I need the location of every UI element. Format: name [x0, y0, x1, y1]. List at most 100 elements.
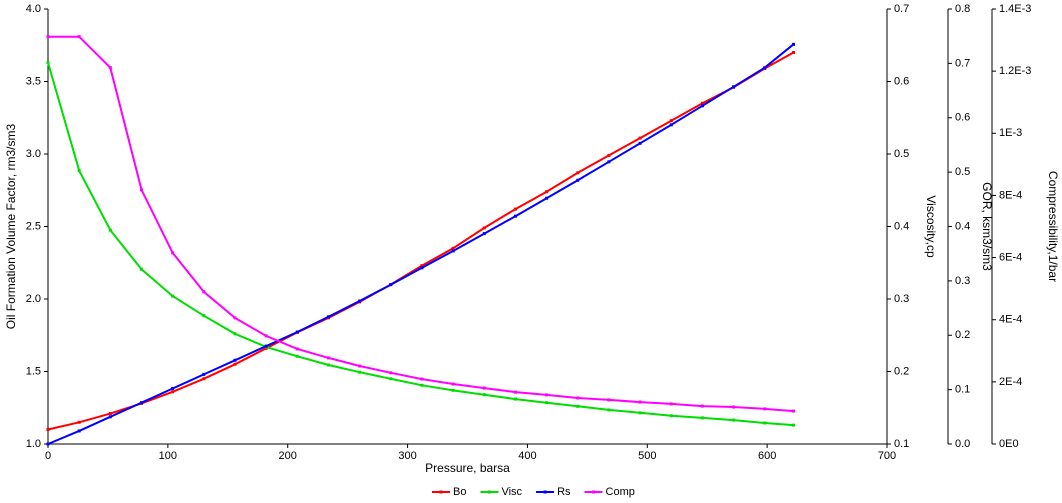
marker: [233, 358, 237, 362]
marker: [326, 363, 330, 367]
y-tick-label: 4.0: [26, 3, 41, 15]
x-tick-label: 0: [45, 450, 51, 462]
legend-marker: [439, 490, 443, 494]
marker: [389, 283, 393, 287]
marker: [108, 228, 112, 232]
y2-tick-label: 0.6: [894, 75, 909, 87]
marker: [700, 416, 704, 420]
y-tick-label: 3.0: [26, 148, 41, 160]
y3-tick-label: 0.8: [955, 3, 970, 15]
marker: [139, 188, 143, 192]
y-tick-label: 2.5: [26, 220, 41, 232]
x-tick-label: 200: [279, 450, 297, 462]
marker: [607, 398, 611, 402]
marker: [326, 315, 330, 319]
marker: [792, 51, 796, 54]
y4-axis-title: Compressibility,1/bar: [1046, 171, 1060, 282]
marker: [545, 393, 549, 397]
y-tick-label: 1.0: [26, 438, 41, 450]
series-line: [48, 35, 794, 413]
x-tick-label: 100: [159, 450, 177, 462]
marker: [513, 214, 517, 218]
legend: Bo Visc Rs Comp: [432, 486, 635, 498]
marker: [77, 169, 81, 173]
marker: [108, 415, 112, 419]
marker: [233, 316, 237, 320]
marker: [576, 404, 580, 408]
y3-tick-label: 0.5: [955, 166, 970, 178]
marker: [358, 364, 362, 368]
marker: [792, 409, 796, 413]
x-tick-label: 400: [518, 450, 536, 462]
marker: [792, 42, 796, 46]
marker: [264, 344, 268, 348]
y3-tick-label: 0.4: [955, 220, 970, 232]
marker: [358, 370, 362, 374]
marker: [46, 35, 50, 39]
x-tick-label: 600: [758, 450, 776, 462]
marker: [389, 377, 393, 381]
marker: [171, 390, 175, 394]
marker: [171, 294, 175, 298]
marker: [700, 404, 704, 408]
marker: [576, 178, 580, 182]
x-axis-title: Pressure, barsa: [425, 461, 510, 475]
y2-tick-label: 0.5: [894, 148, 909, 160]
marker: [732, 405, 736, 409]
y2-tick-label: 0.1: [894, 438, 909, 450]
marker: [202, 377, 206, 381]
y3-axis-title: GOR, ksm3/sm3: [980, 182, 994, 271]
series-line: [47, 62, 794, 427]
legend-label: Rs: [557, 486, 571, 498]
marker: [139, 401, 143, 405]
marker: [295, 347, 299, 351]
y4-tick-label: 0E0: [999, 438, 1019, 450]
marker: [607, 153, 611, 157]
marker: [576, 171, 580, 175]
legend-label: Comp: [606, 486, 635, 498]
y4-tick-label: 8E-4: [999, 189, 1022, 201]
marker: [46, 61, 50, 65]
marker: [233, 362, 237, 366]
legend-label: Bo: [453, 486, 466, 498]
y3-tick-label: 0.7: [955, 57, 970, 69]
x-tick-label: 500: [638, 450, 656, 462]
y3-tick-label: 0.1: [955, 384, 970, 396]
y3-tick-label: 0.3: [955, 275, 970, 287]
y3-tick-label: 0.2: [955, 329, 970, 341]
y2-axis-title: Viscosity,cp: [924, 195, 938, 258]
marker: [358, 299, 362, 303]
marker: [420, 264, 424, 268]
marker: [545, 190, 549, 194]
marker: [607, 160, 611, 164]
marker: [545, 401, 549, 405]
marker: [545, 196, 549, 200]
marker: [482, 393, 486, 397]
marker: [46, 442, 50, 446]
marker: [77, 35, 81, 39]
marker: [171, 251, 175, 255]
marker: [732, 85, 736, 89]
y3-tick-label: 0.6: [955, 112, 970, 124]
marker: [451, 249, 455, 253]
marker: [732, 418, 736, 422]
series-line: [47, 51, 794, 431]
marker: [202, 372, 206, 376]
marker: [451, 388, 455, 392]
marker: [576, 396, 580, 400]
y-axis-title: Oil Formation Volume Factor, rm3/sm3: [4, 123, 18, 329]
marker: [482, 226, 486, 230]
y2-tick-label: 0.7: [894, 3, 909, 15]
y-tick-label: 3.5: [26, 75, 41, 87]
legend-marker: [592, 490, 596, 494]
marker: [638, 411, 642, 415]
marker: [513, 397, 517, 401]
y4-tick-label: 6E-4: [999, 251, 1022, 263]
marker: [108, 66, 112, 70]
marker: [420, 266, 424, 270]
legend-marker: [487, 490, 491, 494]
y4-tick-label: 1.2E-3: [999, 65, 1031, 77]
marker: [389, 371, 393, 375]
legend-marker: [543, 490, 547, 494]
